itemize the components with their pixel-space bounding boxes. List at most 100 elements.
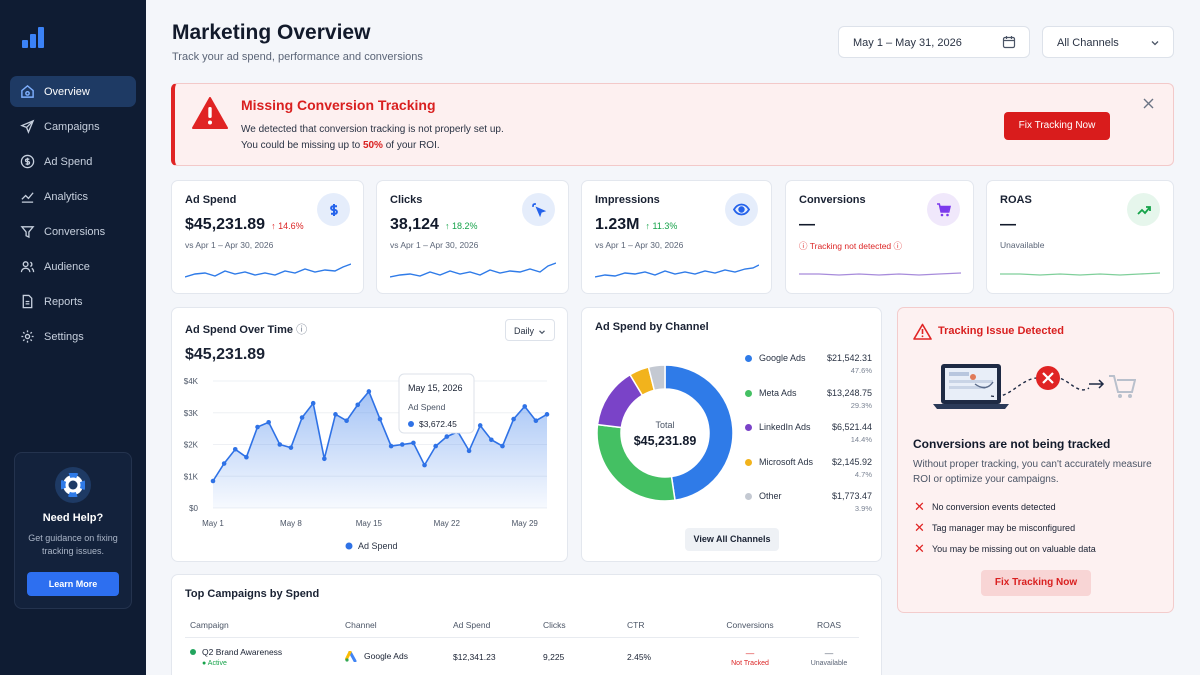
data-point[interactable] — [522, 404, 528, 409]
column-header[interactable]: Ad Spend — [448, 613, 538, 638]
date-range-picker[interactable]: May 1 – May 31, 2026 — [838, 26, 1030, 58]
google-ads-icon — [345, 650, 357, 662]
data-point[interactable] — [299, 415, 305, 420]
granularity-select[interactable]: Daily — [505, 319, 555, 341]
learn-more-button[interactable]: Learn More — [27, 572, 119, 596]
fix-tracking-button[interactable]: Fix Tracking Now — [1004, 112, 1110, 140]
view-all-channels-button[interactable]: View All Channels — [685, 528, 779, 551]
stat-card-roas[interactable]: ROAS — Unavailable — [986, 180, 1174, 294]
data-point[interactable] — [355, 402, 361, 408]
warning-icon — [913, 323, 932, 340]
missing-tracking-alert: Missing Conversion Tracking We detected … — [171, 83, 1174, 166]
data-point[interactable] — [422, 462, 427, 468]
legend-label: Ad Spend — [358, 541, 398, 551]
page-title: Marketing Overview — [172, 21, 371, 44]
sidebar-item-ad-spend[interactable]: Ad Spend — [10, 146, 136, 177]
legend-item[interactable]: Meta Ads $13,248.75 29.3% — [745, 387, 872, 417]
data-point[interactable] — [466, 448, 472, 454]
sidebar-item-analytics[interactable]: Analytics — [10, 181, 136, 212]
sidebar-item-settings[interactable]: Settings — [10, 321, 136, 352]
legend-item[interactable]: Other $1,773.47 3.9% — [745, 490, 872, 520]
legend-item[interactable]: LinkedIn Ads $6,521.44 14.4% — [745, 421, 872, 451]
column-header[interactable]: ROAS — [799, 613, 859, 638]
column-header[interactable]: Clicks — [538, 613, 622, 638]
legend-item[interactable]: Google Ads $21,542.31 47.6% — [745, 352, 872, 382]
data-point[interactable] — [322, 456, 327, 462]
data-point[interactable] — [210, 478, 216, 484]
table-row[interactable]: Q2 Brand Awareness ● Active Google Ads $… — [185, 637, 859, 675]
column-header[interactable]: CTR — [622, 613, 701, 638]
close-icon[interactable] — [1143, 98, 1154, 109]
data-point[interactable] — [377, 416, 383, 422]
stat-card-impressions[interactable]: Impressions 1.23M ↑ 11.3% vs Apr 1 – Apr … — [581, 180, 772, 294]
fix-tracking-button[interactable]: Fix Tracking Now — [981, 570, 1091, 596]
data-point[interactable] — [288, 445, 294, 450]
alert-circle-icon: ⓘ — [799, 241, 808, 251]
issue-list: ✕ No conversion events detected ✕ Tag mana… — [914, 496, 1096, 559]
info-icon[interactable]: ⓘ — [296, 324, 308, 336]
legend-item[interactable]: Microsoft Ads $2,145.92 4.7% — [745, 456, 872, 486]
data-point[interactable] — [533, 418, 539, 423]
data-point[interactable] — [433, 443, 438, 449]
channel-donut-chart[interactable]: Total $45,231.89 — [590, 358, 740, 508]
alert-line-2-post: of your ROI. — [385, 140, 440, 151]
data-point[interactable] — [277, 442, 283, 447]
alert-title: Missing Conversion Tracking — [241, 97, 436, 113]
data-point[interactable] — [310, 400, 316, 406]
dollar-icon — [20, 154, 35, 169]
column-header[interactable]: Campaign — [185, 613, 340, 638]
stat-card-clicks[interactable]: Clicks 38,124 ↑ 18.2% vs Apr 1 – Apr 30, … — [376, 180, 569, 294]
table-header-row: Campaign Channel Ad Spend Clicks CTR Con… — [185, 613, 859, 638]
data-point[interactable] — [444, 434, 450, 439]
column-header[interactable]: Conversions — [701, 613, 799, 638]
stat-delta-value: 14.6% — [278, 221, 304, 231]
issue-item-text: No conversion events detected — [932, 501, 1056, 512]
data-point[interactable] — [266, 419, 271, 425]
conversions-cell: — Not Tracked — [701, 637, 799, 675]
data-point[interactable] — [232, 446, 238, 452]
analytics-icon — [21, 192, 34, 203]
chart-legend: Ad Spend — [345, 541, 398, 551]
donut-slice-other[interactable] — [647, 364, 666, 392]
tooltip-date: May 15, 2026 — [408, 383, 463, 393]
data-point[interactable] — [489, 437, 494, 443]
conversions-dash: — — [745, 647, 755, 658]
issue-item-text: Tag manager may be misconfigured — [932, 522, 1076, 533]
stat-card-conversions[interactable]: Conversions — ⓘ Tracking not detected ⓘ — [785, 180, 974, 294]
y-tick-label: $1K — [184, 472, 199, 481]
data-point[interactable] — [221, 461, 227, 466]
data-point[interactable] — [500, 443, 505, 449]
legend-swatch — [745, 424, 752, 431]
data-point[interactable] — [333, 412, 338, 417]
sidebar-item-overview[interactable]: Overview — [10, 76, 136, 107]
column-header[interactable]: Channel — [340, 613, 448, 638]
data-point[interactable] — [244, 454, 249, 460]
data-point[interactable] — [399, 442, 405, 447]
data-point[interactable] — [255, 424, 260, 430]
data-point[interactable] — [388, 443, 394, 449]
tracking-issue-panel: Tracking Issue Detected Conversions are … — [897, 307, 1174, 613]
donut-center-value: $45,231.89 — [634, 434, 697, 448]
stat-comparison: vs Apr 1 – Apr 30, 2026 — [390, 240, 479, 250]
data-point[interactable] — [411, 440, 416, 446]
ad-spend-line-chart[interactable]: $0 $1K $2K $3K $4K May 1 May 8 May 15 May 22 May… — [172, 362, 567, 562]
sidebar-item-campaigns[interactable]: Campaigns — [10, 111, 136, 142]
legend-swatch — [745, 355, 752, 362]
info-icon[interactable]: ⓘ — [893, 241, 903, 251]
legend-percent: 14.4% — [850, 435, 872, 444]
sidebar-item-reports[interactable]: Reports — [10, 286, 136, 317]
x-icon: ✕ — [914, 498, 925, 514]
sidebar-item-audience[interactable]: Audience — [10, 251, 136, 282]
donut-slice-google-ads[interactable] — [664, 364, 734, 502]
data-point[interactable] — [477, 423, 483, 428]
channel-filter-select[interactable]: All Channels — [1042, 26, 1174, 58]
status-text: Active — [207, 660, 227, 668]
stat-card-ad-spend[interactable]: Ad Spend $45,231.89 ↑ 14.6% vs Apr 1 – Ap… — [171, 180, 364, 294]
x-tick-label: May 15 — [356, 519, 383, 528]
data-point[interactable] — [511, 416, 516, 422]
sidebar-item-conversions[interactable]: Conversions — [10, 216, 136, 247]
stat-delta-value: 11.3% — [652, 221, 678, 231]
data-point[interactable] — [544, 412, 550, 417]
data-point[interactable] — [366, 389, 372, 394]
data-point[interactable] — [344, 418, 349, 423]
